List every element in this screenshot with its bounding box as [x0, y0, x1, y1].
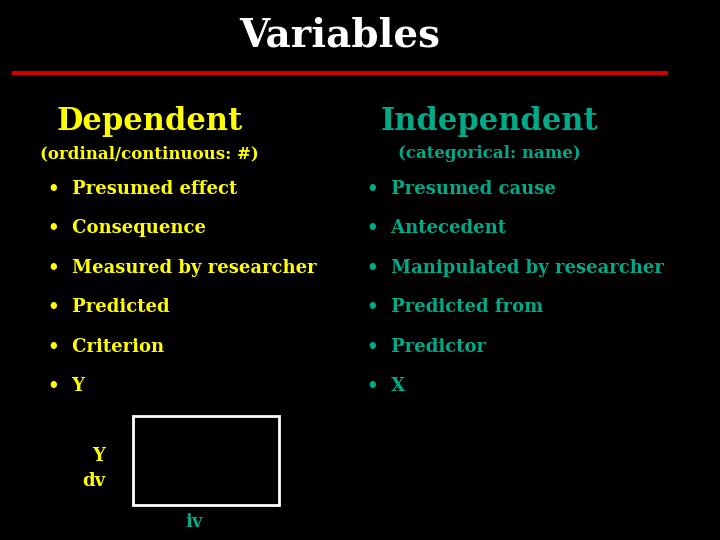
Text: Variables: Variables — [240, 16, 441, 54]
Text: •  Manipulated by researcher: • Manipulated by researcher — [367, 259, 664, 277]
Text: •  Predictor: • Predictor — [367, 338, 486, 356]
Text: •  Consequence: • Consequence — [48, 219, 206, 238]
Text: •  Antecedent: • Antecedent — [367, 219, 506, 238]
Text: •  Predicted from: • Predicted from — [367, 298, 544, 316]
Text: iv: iv — [185, 513, 202, 531]
Bar — [132, 416, 279, 505]
Text: •  Presumed effect: • Presumed effect — [48, 180, 237, 198]
Text: •  Presumed cause: • Presumed cause — [367, 180, 556, 198]
Text: •  Predicted: • Predicted — [48, 298, 169, 316]
Text: Dependent: Dependent — [56, 106, 243, 137]
Text: dv: dv — [82, 471, 105, 490]
Text: Y: Y — [92, 447, 105, 465]
Text: •  X: • X — [367, 377, 405, 395]
Text: X: X — [186, 492, 201, 510]
Text: (ordinal/continuous: #): (ordinal/continuous: #) — [40, 145, 259, 163]
Text: Independent: Independent — [381, 106, 598, 137]
Text: •  Criterion: • Criterion — [48, 338, 163, 356]
Text: •  Measured by researcher: • Measured by researcher — [48, 259, 316, 277]
Text: •  Y: • Y — [48, 377, 84, 395]
Text: (categorical: name): (categorical: name) — [398, 145, 581, 163]
